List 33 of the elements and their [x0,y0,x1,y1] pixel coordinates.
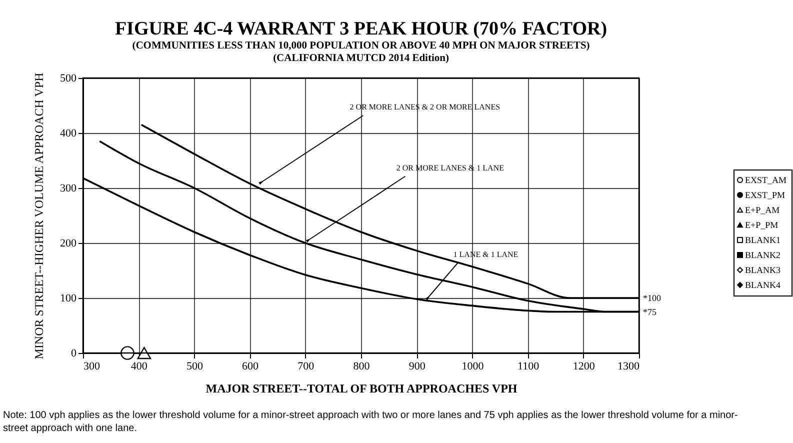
y-tick-label: 500 [60,72,77,84]
text: (COMMUNITIES LESS THAN 10,000 POPULATION OR ABOVE 40 MPH ON MAJOR STREETS) [132,40,590,52]
y-axis-title: MINOR STREET--HIGHER VOLUME APPROACH VPH [32,72,46,360]
x-tick-label: 400 [130,360,148,372]
y-tick-label: 300 [60,182,77,194]
y-tick-label: 100 [60,292,77,304]
y-tick-label: 400 [60,128,77,140]
y-tick-label: 0 [71,348,77,360]
x-tick-label: 800 [353,360,370,372]
legend-label: EXST_PM [745,190,786,200]
x-tick-label: 1200 [572,360,596,372]
x-tick-label: 1100 [518,360,540,372]
legend-label: BLANK3 [745,265,781,275]
annotation: *75 [643,306,657,317]
annotation: *100 [643,293,662,303]
x-tick-label: 900 [408,360,426,372]
x-tick-label: 500 [186,360,204,372]
legend-label: E+P_PM [745,220,778,230]
legend-label: BLANK4 [745,280,781,290]
legend-label: E+P_AM [745,205,780,215]
x-tick-label: 600 [242,360,260,372]
x-tick-label: 700 [298,360,315,372]
x-tick-label: 1300 [618,360,640,372]
x-axis-title: MAJOR STREET--TOTAL OF BOTH APPROACHES VPH [206,382,518,396]
text: (CALIFORNIA MUTCD 2014 Edition) [273,53,449,64]
text: Note: 100 vph applies as the lower threshold volume for a minor-street approach with two or more lanes and 75 vph applies as the lower threshold volume for a minor-street approach with one lane. [3,410,738,434]
legend-label: EXST_AM [745,175,787,185]
x-tick-label: 1000 [462,360,484,372]
legend-label: BLANK2 [745,250,780,260]
legend-label: BLANK1 [745,235,780,245]
y-tick-label: 200 [60,238,77,250]
x-tick-label: 300 [84,360,100,372]
chart-title: FIGURE 4C-4 WARRANT 3 PEAK HOUR (70% FACTOR) [114,18,608,40]
